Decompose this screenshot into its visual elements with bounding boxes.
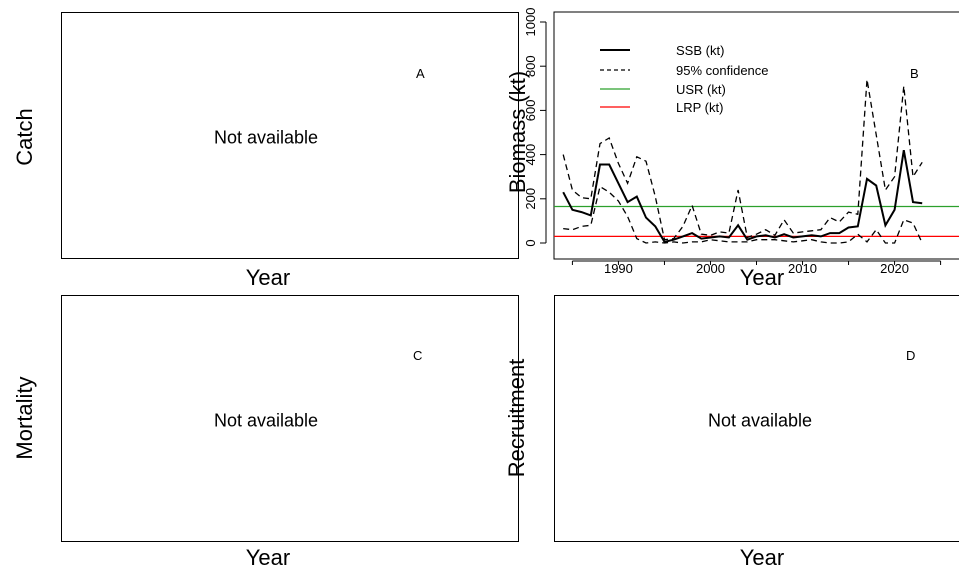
- panel-d-x-axis-label: Year: [739, 545, 785, 570]
- panel-b-letter: B: [910, 66, 919, 81]
- panel-a-letter: A: [416, 66, 425, 81]
- panel-c-plot-area: [61, 295, 519, 542]
- panel-a-plot-area: [61, 12, 519, 259]
- panel-b-x-tick-label: 1990: [604, 261, 633, 276]
- panel-b-y-axis-label: Biomass (kt): [505, 71, 530, 193]
- panel-b-legend-lrp-label: LRP (kt): [676, 100, 723, 115]
- panel-b-legend-usr-label: USR (kt): [676, 82, 726, 97]
- panel-b-legend-ssb-label: SSB (kt): [676, 43, 724, 58]
- panel-b-legend-ci-label: 95% confidence: [676, 63, 769, 78]
- panel-b-ci-lower-line: [563, 185, 923, 244]
- panel-b-y-tick-label: 0: [523, 239, 538, 246]
- panel-b-x-tick-label: 2000: [696, 261, 725, 276]
- panel-b-ci-upper-line: [562, 79, 923, 241]
- panel-b-ssb-line: [562, 150, 923, 244]
- panel-c-not-available-text: Not available: [213, 410, 319, 431]
- panel-b-y-tick-label: 800: [523, 55, 538, 77]
- panel-b-x-axis-label: Year: [740, 265, 784, 290]
- panel-b-x-tick-label: 2010: [788, 261, 817, 276]
- panel-c-x-axis-label: Year: [245, 545, 291, 570]
- panel-a-x-axis-label: Year: [245, 265, 291, 290]
- panel-b-y-tick-label: 600: [523, 100, 538, 122]
- panel-d-letter: D: [906, 348, 916, 363]
- panel-b-y-tick-label: 400: [523, 144, 538, 166]
- panel-d-not-available-text: Not available: [707, 410, 813, 431]
- panel-b-y-tick-label: 1000: [523, 8, 538, 37]
- panel-d-plot-area: [554, 295, 959, 542]
- panel-b-y-tick-label: 200: [523, 188, 538, 210]
- panel-b-x-tick-label: 2020: [880, 261, 909, 276]
- panel-b-plot-frame: [553, 11, 959, 260]
- panel-c-letter: C: [413, 348, 423, 363]
- panel-a-not-available-text: Not available: [213, 127, 319, 148]
